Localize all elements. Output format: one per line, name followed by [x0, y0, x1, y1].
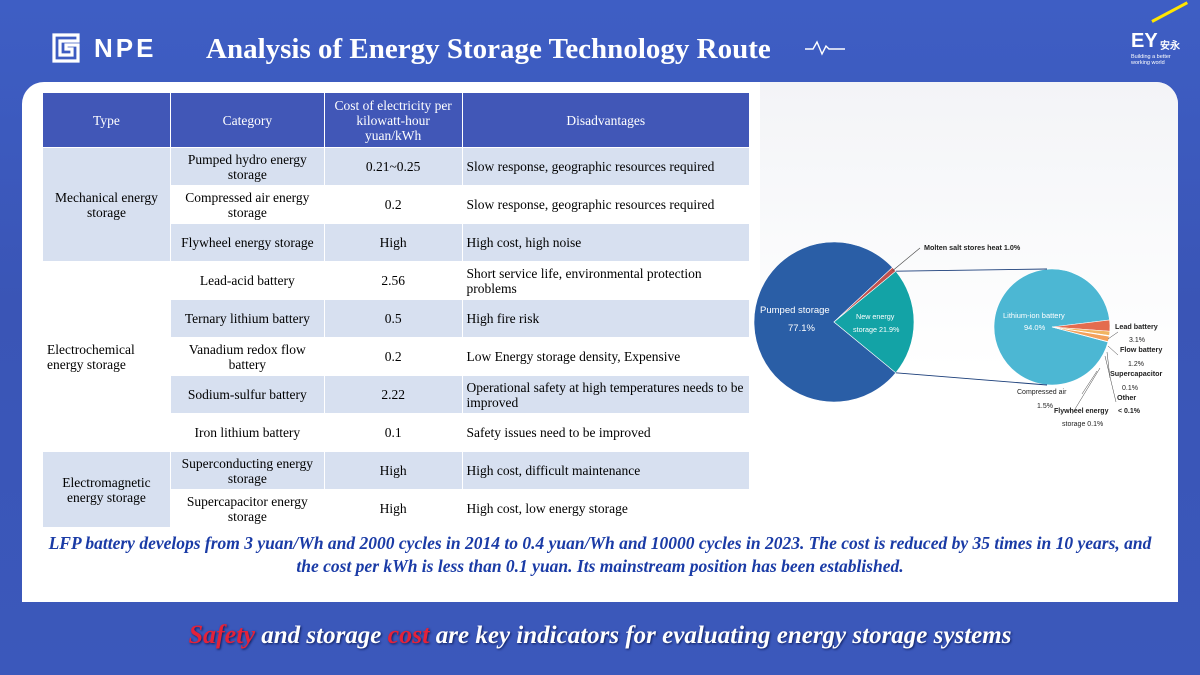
label-fly-line2: storage 0.1%: [1062, 421, 1103, 428]
cost-cell: 0.2: [323, 337, 463, 376]
slide-header: NPE Analysis of Energy Storage Technolog…: [0, 0, 1200, 90]
disadvantage-cell: Operational safety at high temperatures …: [461, 375, 751, 414]
footer-word-safety: Safety: [188, 620, 255, 649]
cost-cell: 0.1: [323, 413, 463, 452]
ey-tagline: Building a better working world: [1131, 54, 1171, 66]
disadvantage-cell: Slow response, geographic resources requ…: [461, 147, 751, 186]
label-pumped-value: 77.1%: [788, 323, 815, 334]
label-pumped-name: Pumped storage: [760, 305, 830, 316]
table-row: Vanadium redox flow battery 0.2 Low Ener…: [43, 337, 751, 376]
cost-cell: 0.2: [323, 185, 463, 224]
category-cell: Compressed air energy storage: [169, 185, 325, 224]
label-li-value: 94.0%: [1024, 323, 1046, 332]
table-row: Ternary lithium battery 0.5 High fire ri…: [43, 299, 751, 338]
cost-cell: 2.56: [323, 261, 463, 300]
label-new-line2: storage 21.9%: [853, 325, 900, 334]
energy-storage-pie-chart: Pumped storage 77.1% New energy storage …: [753, 241, 1163, 428]
category-cell: Sodium-sulfur battery: [169, 375, 325, 414]
category-cell: Supercapacitor energy storage: [169, 489, 325, 528]
lfp-summary-text: LFP battery develops from 3 yuan/Wh and …: [48, 533, 1152, 576]
label-flow-name: Flow battery: [1120, 345, 1162, 354]
cost-cell: High: [323, 489, 463, 528]
category-cell: Superconducting energy storage: [169, 451, 325, 490]
pulse-line-icon: [805, 40, 845, 56]
type-cell: Electrochemical energy storage: [42, 261, 171, 452]
header-type: Type: [42, 92, 171, 148]
label-flow-value: 1.2%: [1128, 361, 1144, 368]
npe-logo-icon: [52, 33, 80, 63]
cost-cell: 0.5: [323, 299, 463, 338]
ey-logo-cn: 安永: [1160, 41, 1180, 52]
header-disadvantages: Disadvantages: [461, 92, 751, 148]
category-cell: Flywheel energy storage: [169, 223, 325, 262]
table-row: Electrochemical energy storage Lead-acid…: [42, 261, 751, 452]
pie-connectors: [892, 247, 1119, 415]
footer-word-cost: cost: [387, 620, 430, 649]
label-molten: Molten salt stores heat 1.0%: [924, 243, 1021, 252]
disadvantage-cell: Low Energy storage density, Expensive: [461, 337, 751, 376]
energy-storage-table: Type Category Cost of electricity per ki…: [42, 92, 751, 528]
leader-line: [1107, 331, 1119, 340]
connector-line: [895, 268, 1048, 272]
cost-cell: High: [323, 451, 463, 490]
label-new-line1: New energy: [856, 312, 895, 321]
brand-name: NPE: [94, 33, 157, 63]
table-row: Flywheel energy storage High High cost, …: [43, 223, 751, 262]
main-slice-new-energy-storage: [833, 270, 915, 374]
ey-logo: EY 安永 Building a better working world: [1124, 1, 1189, 74]
label-lead-value: 3.1%: [1129, 337, 1145, 344]
label-other-value: < 0.1%: [1118, 408, 1141, 415]
label-lead-name: Lead battery: [1115, 322, 1158, 331]
disadvantage-cell: High cost, difficult maintenance: [461, 451, 751, 490]
cost-cell: High: [323, 223, 463, 262]
ey-beam-icon: [1151, 1, 1189, 23]
label-li-name: Lithium-ion battery: [1003, 311, 1065, 320]
footer-tagline: Safety and storage cost are key indicato…: [0, 620, 1200, 650]
page-title: Analysis of Energy Storage Technology Ro…: [206, 33, 771, 65]
disadvantage-cell: Slow response, geographic resources requ…: [461, 185, 751, 224]
disadvantage-cell: Safety issues need to be improved: [461, 413, 751, 452]
label-super-name: Supercapacitor: [1110, 369, 1163, 378]
table-header-row: Type Category Cost of electricity per ki…: [42, 92, 751, 148]
label-super-value: 0.1%: [1122, 385, 1138, 392]
label-comp-value: 1.5%: [1037, 403, 1053, 410]
category-cell: Vanadium redox flow battery: [169, 337, 325, 376]
main-slice-pumped-storage: [753, 241, 897, 403]
category-cell: Lead-acid battery: [169, 261, 325, 300]
connector-line: [895, 372, 1048, 386]
leader-line: [892, 247, 921, 271]
leader-line: [1071, 367, 1101, 415]
sub-pie: [993, 268, 1111, 386]
table-row: Mechanical energy storage Pumped hydro e…: [42, 147, 751, 262]
table-row: Electromagnetic energy storage Supercond…: [42, 451, 751, 528]
header-cost: Cost of electricity per kilowatt-hour yu…: [323, 92, 463, 148]
leader-line: [1106, 351, 1111, 379]
type-cell: Electromagnetic energy storage: [42, 451, 171, 528]
leader-line: [1107, 345, 1119, 356]
cost-cell: 2.22: [323, 375, 463, 414]
sub-slice-lithium-ion-battery: [993, 268, 1110, 386]
disadvantage-cell: High cost, low energy storage: [461, 489, 751, 528]
footer-part2: and storage: [254, 622, 388, 649]
disadvantage-cell: High fire risk: [461, 299, 751, 338]
category-cell: Iron lithium battery: [169, 413, 325, 452]
disadvantage-cell: Short service life, environmental protec…: [461, 261, 751, 300]
table-row: Supercapacitor energy storage High High …: [43, 489, 751, 528]
label-other-name: Other: [1117, 393, 1136, 402]
label-fly-name: Flywheel energy: [1054, 408, 1109, 415]
main-pie: [753, 241, 915, 403]
sub-slice-flywheel-energy-storage: [1051, 326, 1109, 343]
leader-line: [1081, 370, 1098, 395]
header-category: Category: [169, 92, 325, 148]
type-cell: Mechanical energy storage: [42, 147, 171, 262]
pie-labels: Pumped storage 77.1% New energy storage …: [760, 243, 1163, 428]
footer-part3: are key indicators for evaluating energy…: [429, 622, 1012, 649]
category-cell: Ternary lithium battery: [169, 299, 325, 338]
disadvantage-cell: High cost, high noise: [461, 223, 751, 262]
ey-logo-mark: EY: [1131, 30, 1158, 52]
label-comp-name: Compressed air: [1017, 389, 1067, 396]
cost-cell: 0.21~0.25: [323, 147, 463, 186]
leader-line: [1104, 355, 1117, 403]
category-cell: Pumped hydro energy storage: [169, 147, 325, 186]
